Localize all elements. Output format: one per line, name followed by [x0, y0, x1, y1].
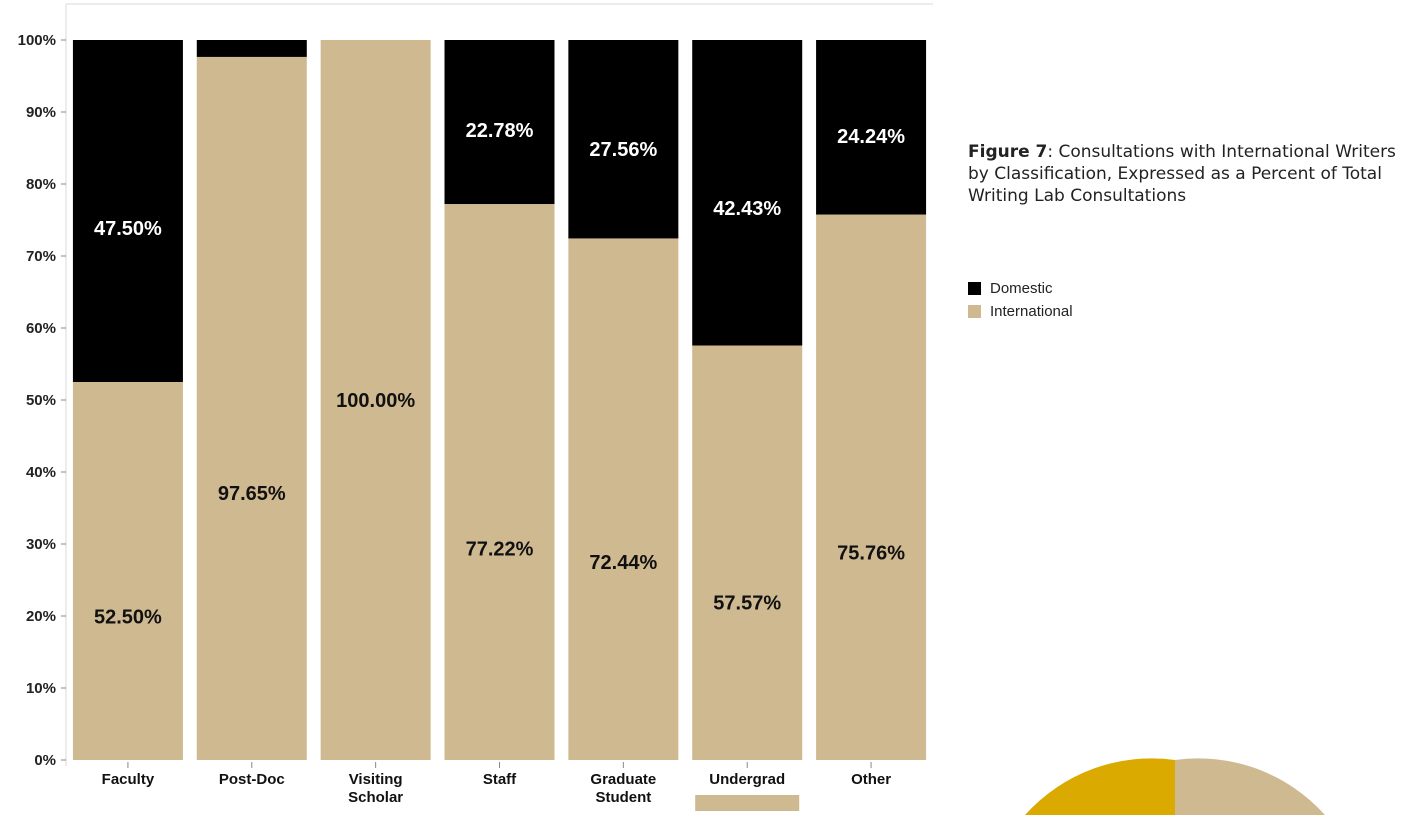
decorative-pie-corner	[1025, 758, 1325, 815]
data-label-international: 97.65%	[218, 483, 286, 505]
pie-gold-slice	[1025, 758, 1175, 815]
bar-segment-domestic	[196, 40, 307, 57]
data-label-domestic: 42.43%	[713, 198, 781, 220]
bar-segment-international	[692, 345, 803, 760]
y-tick-label: 60%	[26, 320, 56, 337]
data-label-international: 57.57%	[713, 592, 781, 614]
bar-segment-domestic	[692, 40, 803, 346]
pie-tan-slice	[1175, 758, 1325, 815]
y-tick-label: 10%	[26, 680, 56, 697]
data-label-domestic: 24.24%	[837, 126, 905, 148]
legend-item-domestic: Domestic	[968, 277, 1073, 300]
y-tick-label: 50%	[26, 392, 56, 409]
x-category-label: Faculty	[102, 771, 155, 788]
y-tick-label: 90%	[26, 104, 56, 121]
x-category-label: Post-Doc	[219, 771, 285, 788]
bar-segment-international	[320, 40, 431, 760]
y-tick-label: 30%	[26, 536, 56, 553]
y-tick-label: 20%	[26, 608, 56, 625]
y-tick-label: 70%	[26, 248, 56, 265]
data-label-domestic: 22.78%	[466, 120, 534, 142]
chart-area: 0% 10% 20% 30% 40% 50% 60% 70% 80% 90% 100% 52.50% 4…	[18, 3, 933, 811]
data-label-international: 100.00%	[336, 390, 415, 412]
y-tick-label: 100%	[18, 32, 56, 49]
bar-segment-international	[816, 214, 927, 760]
stacked-bar-chart: 0% 10% 20% 30% 40% 50% 60% 70% 80% 90% 100% 52.50% 4…	[18, 3, 933, 811]
legend-swatch-international	[968, 305, 981, 318]
bar-segment-international	[444, 204, 555, 761]
legend-swatch-domestic	[968, 282, 981, 295]
legend: Domestic International	[968, 277, 1073, 323]
caption-text: : Consultations with International Write…	[968, 142, 1396, 206]
decorative-tan-tab	[695, 795, 800, 811]
x-category-label: Student	[595, 789, 651, 806]
y-tick-label: 80%	[26, 176, 56, 193]
figure-caption: Figure 7: Consultations with Internation…	[968, 141, 1398, 207]
bar-segment-domestic	[72, 40, 183, 382]
legend-label-international: International	[990, 303, 1073, 320]
data-label-domestic: 27.56%	[589, 139, 657, 161]
x-category-label: Staff	[483, 771, 517, 788]
y-tick-label: 0%	[34, 752, 56, 769]
x-category-label: Graduate	[590, 771, 656, 788]
bar-segment-domestic	[816, 40, 927, 215]
bar-segment-domestic	[444, 40, 555, 205]
data-label-international: 52.50%	[94, 606, 162, 628]
legend-item-international: International	[968, 300, 1073, 323]
x-category-label: Undergrad	[709, 771, 785, 788]
data-label-international: 77.22%	[466, 539, 534, 561]
figure-number: Figure 7	[968, 142, 1048, 162]
x-category-label: Other	[851, 771, 891, 788]
x-category-label: Scholar	[348, 789, 403, 806]
bar-segment-international	[72, 382, 183, 760]
bar-segment-international	[568, 238, 679, 760]
data-label-international: 72.44%	[589, 552, 657, 574]
data-label-domestic: 47.50%	[94, 218, 162, 240]
legend-label-domestic: Domestic	[990, 280, 1053, 297]
x-category-label: Visiting	[349, 771, 403, 788]
data-label-international: 75.76%	[837, 543, 905, 565]
bar-segment-domestic	[568, 40, 679, 239]
y-tick-label: 40%	[26, 464, 56, 481]
bar-segment-international	[196, 56, 307, 761]
